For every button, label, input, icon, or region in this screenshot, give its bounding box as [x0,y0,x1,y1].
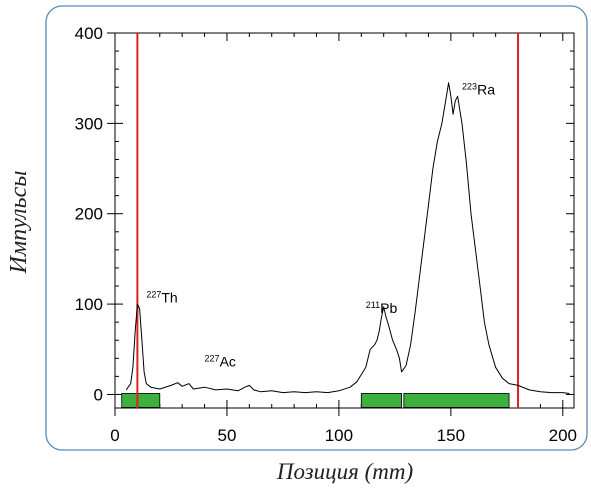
y-tick-label: 200 [75,205,103,224]
peak-label-element: Th [161,289,177,305]
y-tick-label: 300 [75,114,103,133]
y-tick-label: 0 [94,385,103,404]
region-band [121,393,161,408]
peak-label: 227Ac [205,353,236,369]
peak-label-element: Pb [380,300,397,316]
peak-label-element: Ac [220,353,236,369]
peak-label-mass: 227 [146,289,161,299]
regions [121,393,510,408]
peak-label-element: Ra [477,81,495,97]
vertical-markers [136,33,520,408]
peak-label-mass: 227 [205,353,220,363]
x-tick-label: 150 [437,426,465,445]
peak-label: 227Th [146,289,177,305]
x-tick-label: 100 [325,426,353,445]
region-band [360,393,402,408]
peak-label: 223Ra [462,81,495,97]
chart-frame [45,5,588,451]
y-tick-label: 400 [75,24,103,43]
peak-label: 211Pb [366,300,398,316]
series-line [125,82,570,394]
plot-area [114,32,575,409]
y-axis-title: Импульсы [6,171,32,275]
peak-label-mass: 211 [366,300,380,310]
y-tick-label: 100 [75,295,103,314]
tick-labels: 0 100 200 300 400 0 50 100 150 200 [75,24,577,445]
region-band [403,393,510,408]
x-tick-label: 50 [217,426,236,445]
peak-label-mass: 223 [462,81,477,91]
series [125,82,570,394]
x-tick-label: 200 [549,426,577,445]
x-tick-label: 0 [110,426,119,445]
x-axis-title: Позиция (mm) [276,459,413,484]
